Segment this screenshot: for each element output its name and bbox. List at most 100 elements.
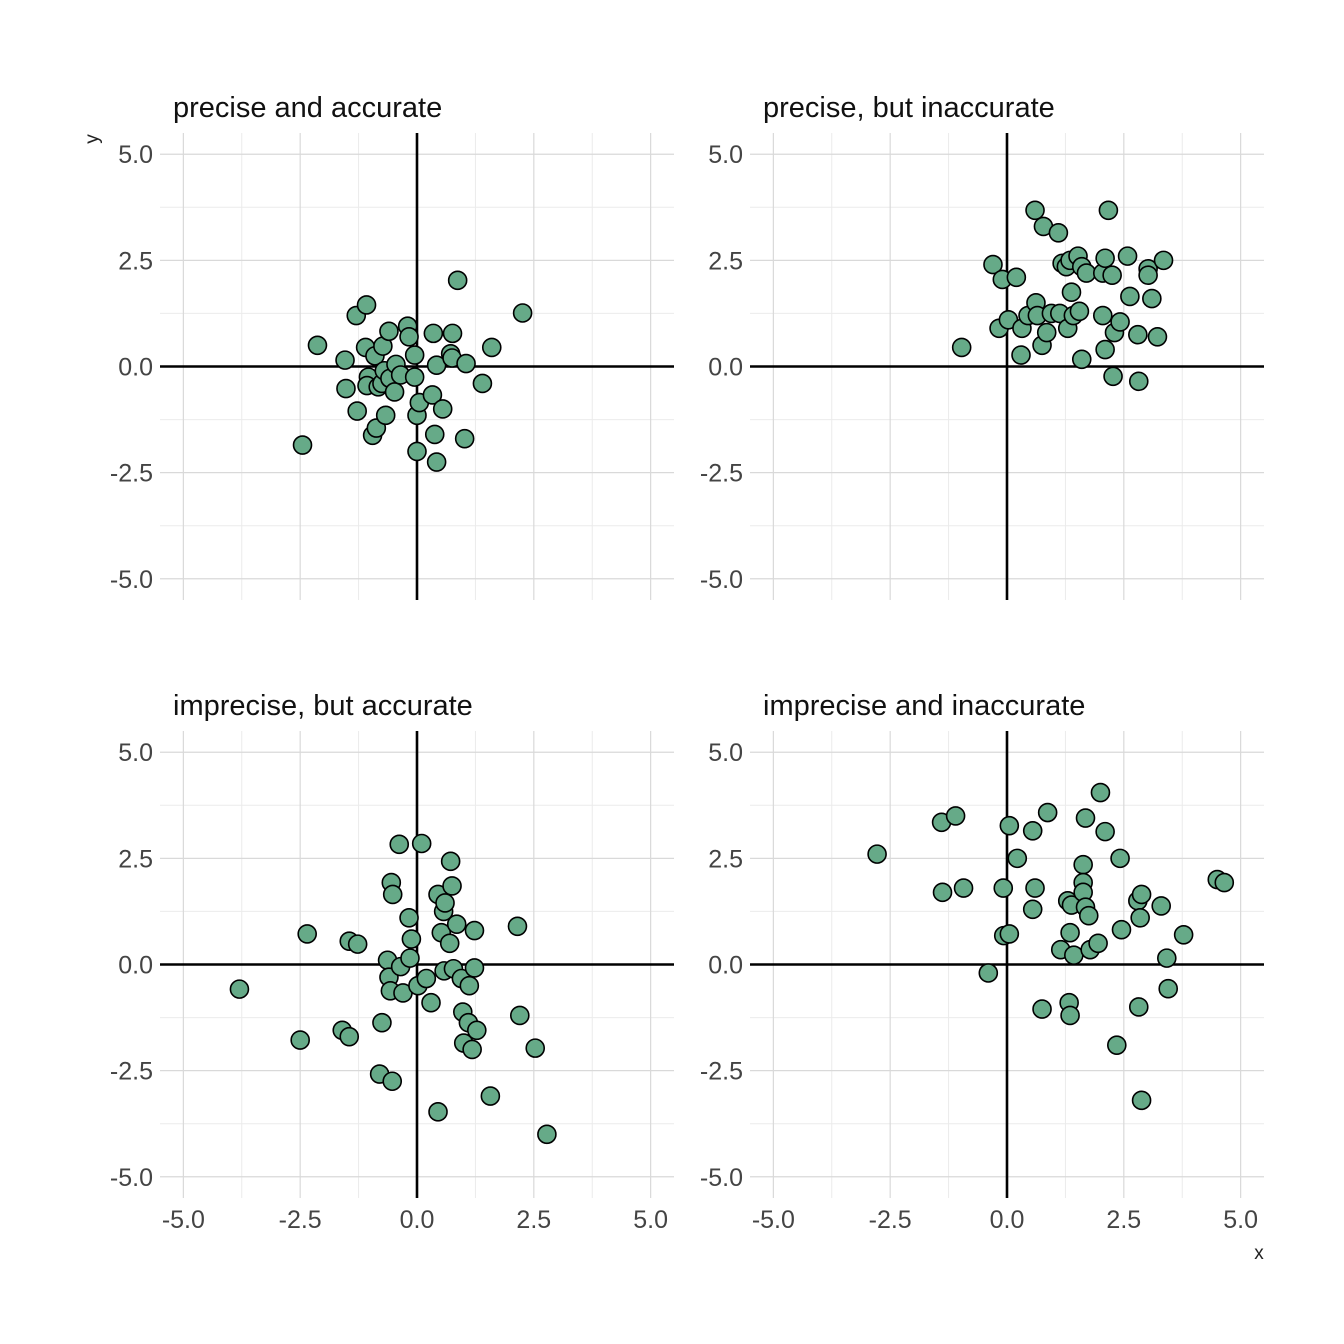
scatter-point	[1064, 945, 1084, 965]
scatter-point	[1088, 933, 1108, 954]
scatter-point	[1098, 200, 1119, 221]
scatter-point	[399, 326, 419, 347]
scatter-point	[1095, 248, 1115, 269]
scatter-point	[1092, 305, 1113, 326]
scatter-point	[1110, 312, 1130, 332]
x-tick-label: -2.5	[869, 1206, 912, 1234]
y-tick-label: 0.0	[708, 354, 743, 382]
scatter-point	[447, 270, 468, 291]
y-tick-label: 5.0	[708, 739, 743, 767]
y-tick-label: -5.0	[110, 566, 153, 594]
scatter-point	[446, 914, 467, 934]
x-tick-label: -5.0	[752, 1206, 795, 1234]
scatter-point	[1128, 324, 1148, 345]
scatter-point	[339, 1026, 360, 1047]
scatter-point	[1022, 820, 1043, 841]
scatter-point	[389, 834, 410, 855]
scatter-point	[1173, 924, 1194, 945]
scatter-point	[442, 323, 463, 344]
scatter-point	[1153, 250, 1174, 271]
y-tick-label: -5.0	[700, 566, 743, 594]
scatter-point	[1103, 366, 1123, 387]
scatter-point	[1076, 263, 1097, 283]
scatter-point	[1107, 1035, 1127, 1055]
scatter-point	[1102, 265, 1122, 286]
panel-title: precise and accurate	[173, 92, 442, 124]
scatter-point	[867, 844, 887, 864]
scatter-point	[1060, 1005, 1080, 1026]
scatter-point	[1037, 802, 1058, 823]
y-axis-title: y	[82, 134, 103, 144]
scatter-point	[423, 323, 444, 344]
scatter-point	[404, 367, 425, 387]
scatter-point	[347, 401, 367, 421]
scatter-point	[993, 878, 1014, 898]
scatter-point	[428, 1102, 448, 1122]
scatter-point	[1060, 922, 1080, 943]
scatter-point	[404, 345, 425, 365]
scatter-point	[382, 884, 403, 905]
scatter-point	[1157, 948, 1177, 968]
scatter-point	[372, 1012, 392, 1033]
y-tick-label: -5.0	[700, 1164, 743, 1192]
scatter-point	[1095, 339, 1115, 360]
scatter-point	[1006, 267, 1027, 288]
scatter-point	[384, 382, 405, 402]
scatter-point	[999, 815, 1020, 836]
y-tick-label: 0.0	[118, 952, 153, 980]
scatter-point	[1075, 808, 1096, 828]
panel-title: imprecise and inaccurate	[763, 690, 1085, 722]
scatter-point	[953, 878, 974, 898]
scatter-point	[1138, 265, 1158, 286]
scatter-point	[1151, 896, 1171, 916]
scatter-point	[1073, 854, 1093, 875]
scatter-point	[467, 1020, 487, 1041]
scatter-point	[297, 924, 317, 944]
scatter-point	[1071, 349, 1092, 370]
y-tick-label: -2.5	[110, 460, 153, 488]
scatter-point	[1048, 222, 1069, 243]
scatter-point	[1128, 997, 1149, 1017]
scatter-point	[335, 350, 355, 370]
x-tick-label: 5.0	[1223, 1206, 1258, 1234]
y-tick-label: 2.5	[708, 247, 743, 275]
scatter-point	[512, 303, 533, 323]
scatter-point	[432, 399, 453, 419]
scatter-point	[407, 441, 427, 462]
scatter-point	[932, 882, 953, 903]
panel-title: precise, but inaccurate	[763, 92, 1055, 124]
scatter-point	[978, 963, 999, 983]
panel-3: imprecise, but accurate -5.0 -2.5 0.0 2.5 5.0…	[110, 690, 674, 1234]
scatter-point	[454, 428, 475, 449]
scatter-point	[435, 893, 455, 913]
y-tick-label: 2.5	[118, 845, 153, 873]
scatter-point	[375, 405, 396, 426]
y-tick-label: 2.5	[708, 845, 743, 873]
scatter-point	[416, 968, 437, 989]
scatter-point	[400, 948, 420, 968]
scatter-point	[424, 424, 445, 445]
scatter-point	[1131, 884, 1152, 905]
scatter-point	[1011, 345, 1031, 365]
x-tick-label: 2.5	[1106, 1206, 1141, 1234]
x-tick-label: 0.0	[990, 1206, 1025, 1234]
x-tick-label: 2.5	[516, 1206, 551, 1234]
scatter-point	[422, 385, 443, 405]
scatter-point	[472, 373, 493, 394]
scatter-point	[347, 934, 368, 954]
scatter-point	[945, 806, 966, 826]
panel-4: imprecise and inaccurate -5.0 -2.5 0.0 2.5 5.…	[700, 690, 1264, 1234]
scatter-point	[356, 295, 377, 315]
panels-layer: precise and accurate -5.0 -2.5 0.0 2.5 5.0 pre…	[110, 92, 1264, 1234]
scatter-point	[462, 1039, 482, 1060]
scatter-point	[229, 979, 250, 999]
scatter-point	[1142, 288, 1162, 309]
scatter-point	[1147, 326, 1168, 347]
scatter-point	[290, 1030, 310, 1050]
y-tick-label: 5.0	[118, 739, 153, 767]
scatter-point	[442, 876, 462, 896]
scatter-point	[440, 851, 461, 872]
y-tick-label: -2.5	[700, 1058, 743, 1086]
scatter-point	[537, 1124, 557, 1145]
